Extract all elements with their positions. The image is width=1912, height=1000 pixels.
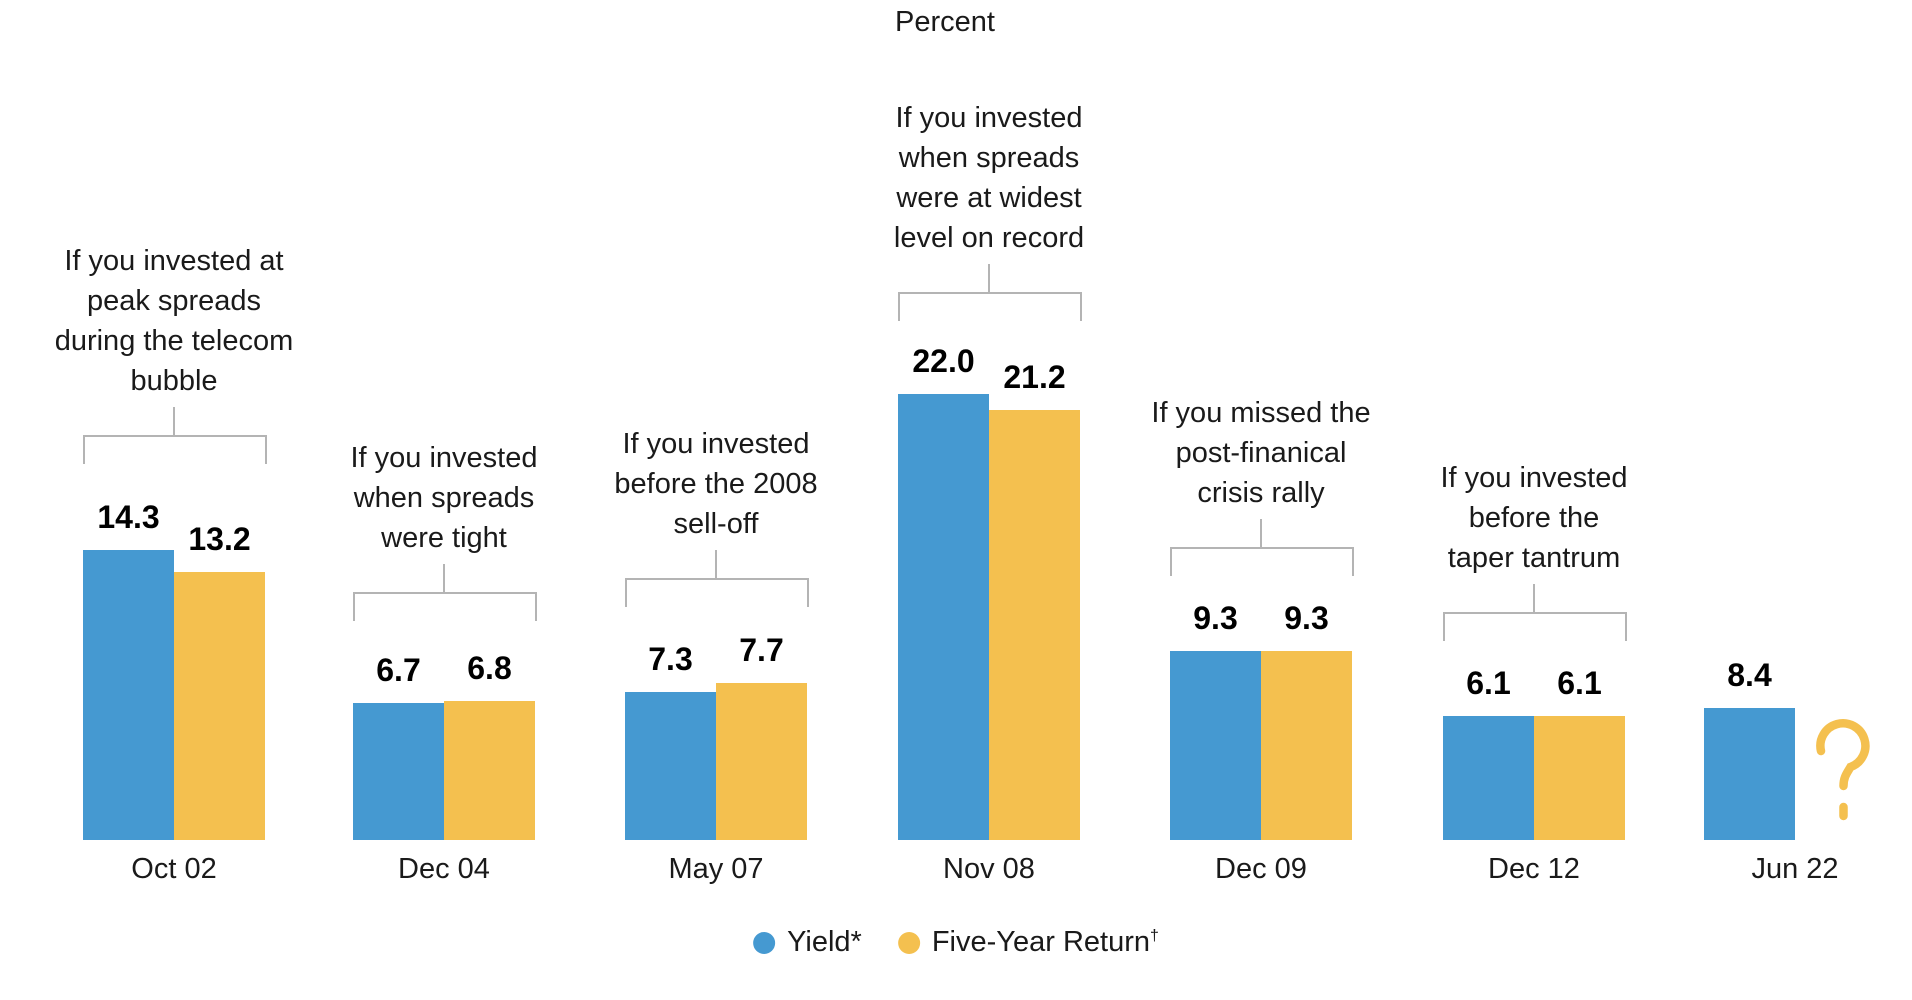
bar-five-year-return	[716, 683, 807, 840]
legend-item: Five-Year Return†	[897, 926, 1159, 959]
annotation-line: bubble	[130, 365, 218, 397]
annotation-bracket-stem	[443, 564, 445, 592]
bar-five-year-return	[1261, 651, 1352, 840]
annotation-line: crisis rally	[1197, 477, 1325, 509]
value-label-five-year-return: 21.2	[1003, 359, 1066, 395]
bar-yield	[1170, 651, 1261, 840]
value-label-five-year-return: 7.7	[739, 632, 784, 668]
annotation-text: If you invested before the taper tantrum	[1344, 458, 1724, 578]
annotation-line: before the 2008	[614, 468, 818, 500]
legend-item: Yield*	[753, 926, 862, 959]
bar-five-year-return	[1534, 716, 1625, 840]
annotation-line: were at widest	[896, 182, 1082, 214]
x-axis-label: Dec 12	[1488, 853, 1580, 885]
annotation-line: level on record	[893, 222, 1085, 254]
bar-five-year-return	[444, 701, 535, 840]
annotation-line: sell-off	[673, 508, 759, 540]
annotation-line: taper tantrum	[1447, 542, 1621, 574]
annotation-text: If you invested when spreads were at wides…	[799, 98, 1179, 258]
bar-yield	[1443, 716, 1534, 840]
annotation-text: If you missed the post-finanical crisis ra…	[1071, 393, 1451, 513]
annotation-bracket	[898, 292, 1082, 321]
legend-dot-icon	[753, 931, 776, 954]
legend-dot-icon	[897, 931, 920, 954]
value-label-five-year-return: 6.8	[467, 650, 512, 686]
x-axis-label: Oct 02	[131, 853, 217, 885]
bar-yield	[898, 394, 989, 840]
annotation-bracket-stem	[715, 550, 717, 578]
annotation-line: when spreads	[898, 142, 1080, 174]
x-axis-label: Dec 04	[398, 853, 490, 885]
value-label-five-year-return: 13.2	[188, 521, 251, 557]
annotation-bracket	[83, 435, 267, 464]
bar-yield	[625, 692, 716, 840]
x-axis-label: Nov 08	[943, 853, 1035, 885]
value-label-five-year-return: 9.3	[1284, 600, 1329, 636]
annotation-bracket-stem	[1260, 519, 1262, 547]
annotation-bracket-stem	[173, 407, 175, 435]
annotation-line: when spreads	[353, 482, 535, 514]
annotation-line: post-finanical	[1175, 437, 1347, 469]
legend-label: Yield*	[787, 926, 862, 958]
bar-yield	[83, 550, 174, 840]
bar-five-year-return	[989, 410, 1080, 840]
annotation-text: If you invested when spreads were tight	[254, 438, 634, 558]
annotation-bracket	[353, 592, 537, 621]
x-axis-label: Jun 22	[1751, 853, 1839, 885]
x-axis-label: Dec 09	[1215, 853, 1307, 885]
annotation-bracket-stem	[988, 264, 990, 292]
annotation-line: during the telecom	[54, 325, 294, 357]
legend-label: Five-Year Return†	[931, 926, 1159, 958]
value-label-yield: 9.3	[1193, 600, 1238, 636]
annotation-line: If you invested	[1440, 462, 1628, 494]
annotation-line: If you missed the	[1151, 397, 1371, 429]
annotation-line: If you invested	[350, 442, 538, 474]
annotation-bracket	[1443, 612, 1627, 641]
annotation-line: If you invested at	[64, 245, 284, 277]
chart-title: Percent	[895, 6, 995, 38]
annotation-bracket	[1170, 547, 1354, 576]
value-label-yield: 8.4	[1727, 657, 1772, 693]
annotation-line: If you invested	[895, 102, 1083, 134]
value-label-yield: 14.3	[97, 499, 160, 535]
annotation-line: If you invested	[622, 428, 810, 460]
value-label-yield: 22.0	[912, 343, 975, 379]
bar-five-year-return	[174, 572, 265, 840]
annotation-line: were tight	[381, 522, 507, 554]
value-label-yield: 7.3	[648, 641, 693, 677]
value-label-five-year-return: 6.1	[1557, 665, 1602, 701]
annotation-text: If you invested at peak spreads during the…	[0, 241, 364, 401]
x-axis-label: May 07	[668, 853, 764, 885]
legend-label-superscript: †	[1149, 927, 1159, 945]
chart-legend: Yield* Five-Year Return†	[753, 926, 1159, 959]
annotation-line: peak spreads	[86, 285, 262, 317]
annotation-text: If you invested before the 2008 sell-off	[526, 424, 906, 544]
bar-yield	[353, 703, 444, 840]
question-mark-icon	[1813, 713, 1871, 830]
value-label-yield: 6.1	[1466, 665, 1511, 701]
annotation-bracket	[625, 578, 809, 607]
value-label-yield: 6.7	[376, 652, 421, 688]
annotation-line: before the	[1468, 502, 1600, 534]
annotation-bracket-stem	[1533, 584, 1535, 612]
bar-yield	[1704, 708, 1795, 840]
